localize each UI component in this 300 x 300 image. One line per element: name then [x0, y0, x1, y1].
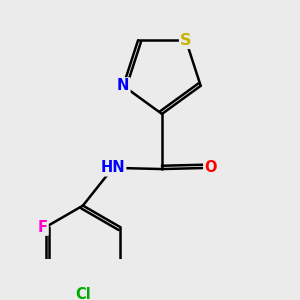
Text: Cl: Cl: [75, 287, 91, 300]
Text: O: O: [204, 160, 217, 175]
Text: HN: HN: [100, 160, 125, 175]
Text: F: F: [38, 220, 48, 235]
Text: S: S: [180, 33, 192, 48]
Text: N: N: [117, 78, 129, 93]
